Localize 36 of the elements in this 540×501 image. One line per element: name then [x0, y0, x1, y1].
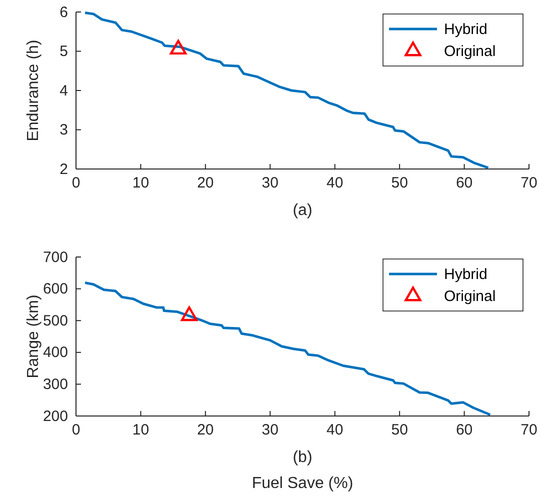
- x-tick-label: 50: [391, 174, 408, 192]
- x-tick-label: 20: [197, 422, 214, 439]
- x-tick-label: 40: [326, 174, 344, 192]
- y-tick-label: 2: [60, 160, 68, 178]
- x-tick-label: 50: [391, 422, 408, 439]
- x-tick-label: 0: [72, 174, 80, 192]
- legend-label: Hybrid: [444, 266, 488, 283]
- y-tick-label: 3: [60, 122, 68, 139]
- x-tick-label: 30: [262, 422, 278, 439]
- y-axis-title: Range (km): [25, 294, 42, 378]
- x-tick-label: 20: [197, 174, 214, 192]
- legend-label: Original: [444, 43, 496, 60]
- y-tick-label: 700: [42, 248, 68, 266]
- y-axis-title: Endurance (h): [25, 40, 42, 142]
- y-tick-label: 600: [42, 280, 68, 298]
- y-tick-label: 500: [42, 312, 68, 330]
- x-tick-label: 0: [72, 422, 80, 439]
- text: (b): [292, 449, 312, 466]
- x-tick-label: 40: [326, 422, 344, 439]
- y-tick-label: 5: [60, 43, 68, 60]
- y-tick-label: 200: [42, 408, 68, 425]
- x-tick-label: 10: [132, 174, 150, 192]
- x-axis-title: (a): [292, 202, 312, 219]
- x-tick-label: 70: [520, 174, 538, 192]
- y-tick-label: 400: [42, 344, 68, 362]
- y-tick-label: 4: [60, 82, 68, 100]
- legend-label: Original: [444, 288, 496, 305]
- x-tick-label: 60: [456, 422, 473, 439]
- x-tick-label: 30: [262, 174, 278, 192]
- y-tick-label: 6: [60, 4, 68, 21]
- x-axis-title: Fuel Save (%): [252, 475, 354, 492]
- x-tick-label: 10: [132, 422, 150, 439]
- x-tick-label: 60: [456, 174, 473, 192]
- x-tick-label: 70: [520, 422, 538, 439]
- y-tick-label: 300: [42, 376, 68, 393]
- legend-label: Hybrid: [444, 21, 488, 38]
